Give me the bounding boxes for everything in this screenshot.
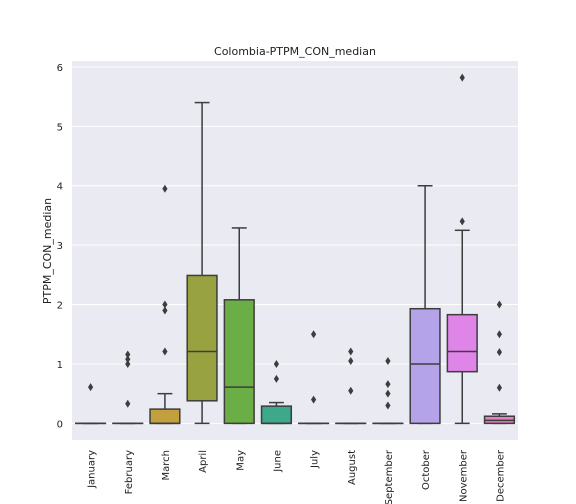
box-april [186,101,218,425]
x-tick-label: November [458,449,469,502]
box-december [483,300,516,425]
x-tick-label: January [87,450,98,489]
box-january [74,383,107,425]
x-tick-label: March [161,450,172,480]
plot-area [72,61,518,440]
outlier-point [87,383,94,392]
outlier-point [459,217,465,226]
outlier-point [273,374,280,383]
box-may [223,227,255,425]
outlier-point [385,401,391,410]
outlier-point [496,330,503,339]
box-iqr [260,405,293,425]
outlier-point [125,359,131,368]
box-november [446,73,478,425]
box-iqr [446,313,478,373]
box-march [149,184,181,425]
box-june [260,359,293,425]
box-october [409,184,441,425]
outlier-point [348,347,354,356]
y-tick-label: 1 [57,360,63,371]
outlier-point [162,184,168,193]
y-axis-label: PTPM_CON_median [41,198,54,304]
outlier-point [310,395,317,404]
x-axis-ticks: January February March April May June July Augu… [87,449,507,504]
outlier-point [162,347,168,356]
box-iqr [186,274,218,402]
y-axis-ticks: 0 1 2 3 4 5 6 [57,63,63,430]
outlier-point [348,356,354,365]
outlier-point [125,399,131,408]
x-tick-label: July [310,450,321,469]
outlier-point [273,359,280,368]
y-tick-label: 4 [57,182,63,193]
box-iqr [223,299,255,425]
outlier-point [348,386,354,395]
x-tick-label: August [347,450,358,485]
outlier-point [125,355,131,364]
x-tick-label: June [272,450,283,473]
y-tick-label: 3 [57,241,63,252]
outlier-point [385,389,391,398]
x-tick-label: April [198,450,209,473]
outlier-point [385,356,391,365]
chart-title: Colombia-PTPM_CON_median [214,45,376,58]
box-july [297,330,330,425]
box-february [112,350,144,425]
x-tick-label: September [384,449,395,504]
x-tick-label: December [495,449,506,502]
grid-lines [72,66,518,424]
outlier-point [496,348,503,357]
y-tick-label: 6 [57,63,63,74]
x-tick-label: October [421,449,432,490]
outlier-point [162,306,168,315]
box-series [74,73,516,425]
box-august [335,347,367,425]
outlier-point [125,350,131,359]
outlier-point [162,300,168,309]
outlier-point [459,73,465,82]
y-tick-label: 5 [57,122,63,133]
y-tick-label: 0 [57,419,63,430]
outlier-point [496,383,503,392]
box-iqr [409,307,441,425]
box-iqr [149,408,181,425]
x-tick-label: May [235,450,246,471]
y-tick-label: 2 [57,301,63,312]
outlier-point [385,380,391,389]
outlier-point [310,330,317,339]
x-tick-label: February [124,450,135,494]
outlier-point [496,300,503,309]
box-september [372,356,404,425]
